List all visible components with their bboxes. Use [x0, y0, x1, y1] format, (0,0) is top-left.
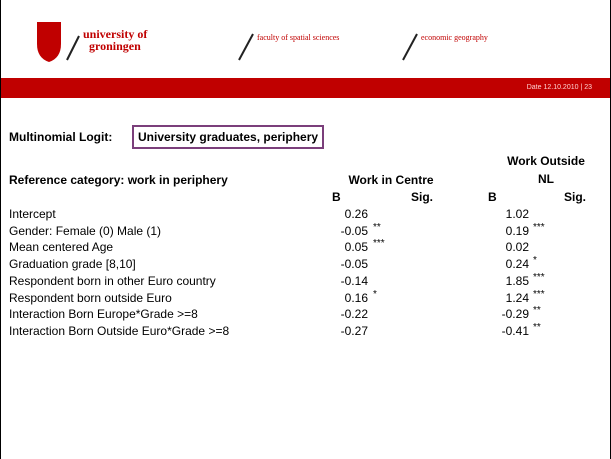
logo-line: university of	[83, 27, 148, 41]
significance: ***	[373, 238, 385, 250]
significance: **	[533, 321, 541, 333]
date: Date 12.10.2010 | 23	[526, 84, 592, 91]
row-label: Graduation grade [8,10]	[9, 257, 136, 272]
value: 1.02	[505, 207, 529, 221]
group-header: Work Outside	[507, 154, 585, 168]
value: 0.19	[505, 223, 529, 238]
value: -0.14	[340, 273, 368, 288]
value: -0.22	[340, 307, 368, 322]
header-bar	[1, 78, 610, 98]
slash	[66, 35, 80, 61]
row-label: Intercept	[9, 207, 56, 221]
slash	[238, 33, 254, 61]
header-graphics	[1, 22, 610, 98]
faculty: faculty of spatial sciences	[257, 33, 340, 42]
value: 0.05	[344, 240, 368, 255]
value: 0.02	[505, 240, 529, 255]
significance: ***	[533, 288, 545, 300]
row-label: Interaction Born Europe*Grade >=8	[9, 307, 198, 322]
slash	[402, 33, 418, 61]
row-label: Respondent born in other Euro country	[9, 273, 216, 288]
value: -0.05	[340, 257, 368, 272]
significance: *	[373, 288, 377, 300]
value: -0.29	[501, 307, 529, 322]
value: 0.26	[344, 207, 368, 221]
subheader: Sig.	[564, 190, 587, 204]
subheader: B	[488, 190, 497, 204]
row-label: Interaction Born Outside Euro*Grade >=8	[9, 323, 230, 338]
significance: **	[533, 305, 541, 317]
value: 0.24	[505, 257, 529, 272]
title-highlight: University graduates, periphery	[132, 125, 325, 149]
logo-text: university of groningen	[83, 28, 147, 52]
significance: ***	[533, 271, 545, 283]
value: -0.05	[340, 223, 368, 238]
group-header: Work in Centre	[348, 173, 434, 187]
reference: Reference category: work in periphery	[9, 173, 228, 187]
crest	[37, 22, 61, 62]
value: 1.85	[505, 273, 529, 288]
row-label: Gender: Female (0) Male (1)	[9, 223, 162, 238]
value: -0.41	[501, 323, 529, 338]
value: 1.24	[505, 290, 529, 305]
group-header: NL	[538, 172, 554, 186]
row-label: Respondent born outside Euro	[9, 290, 172, 305]
value: 0.16	[344, 290, 368, 305]
title: Multinomial Logit:	[9, 130, 113, 144]
subheader: B	[332, 190, 341, 204]
significance: *	[533, 255, 537, 267]
subheader: Sig.	[411, 190, 434, 204]
value: -0.27	[340, 323, 368, 338]
row-label: Mean centered Age	[9, 240, 114, 255]
significance: **	[373, 221, 381, 233]
department: economic geography	[421, 33, 488, 42]
significance: ***	[533, 221, 545, 233]
logo-line: groningen	[89, 39, 141, 53]
